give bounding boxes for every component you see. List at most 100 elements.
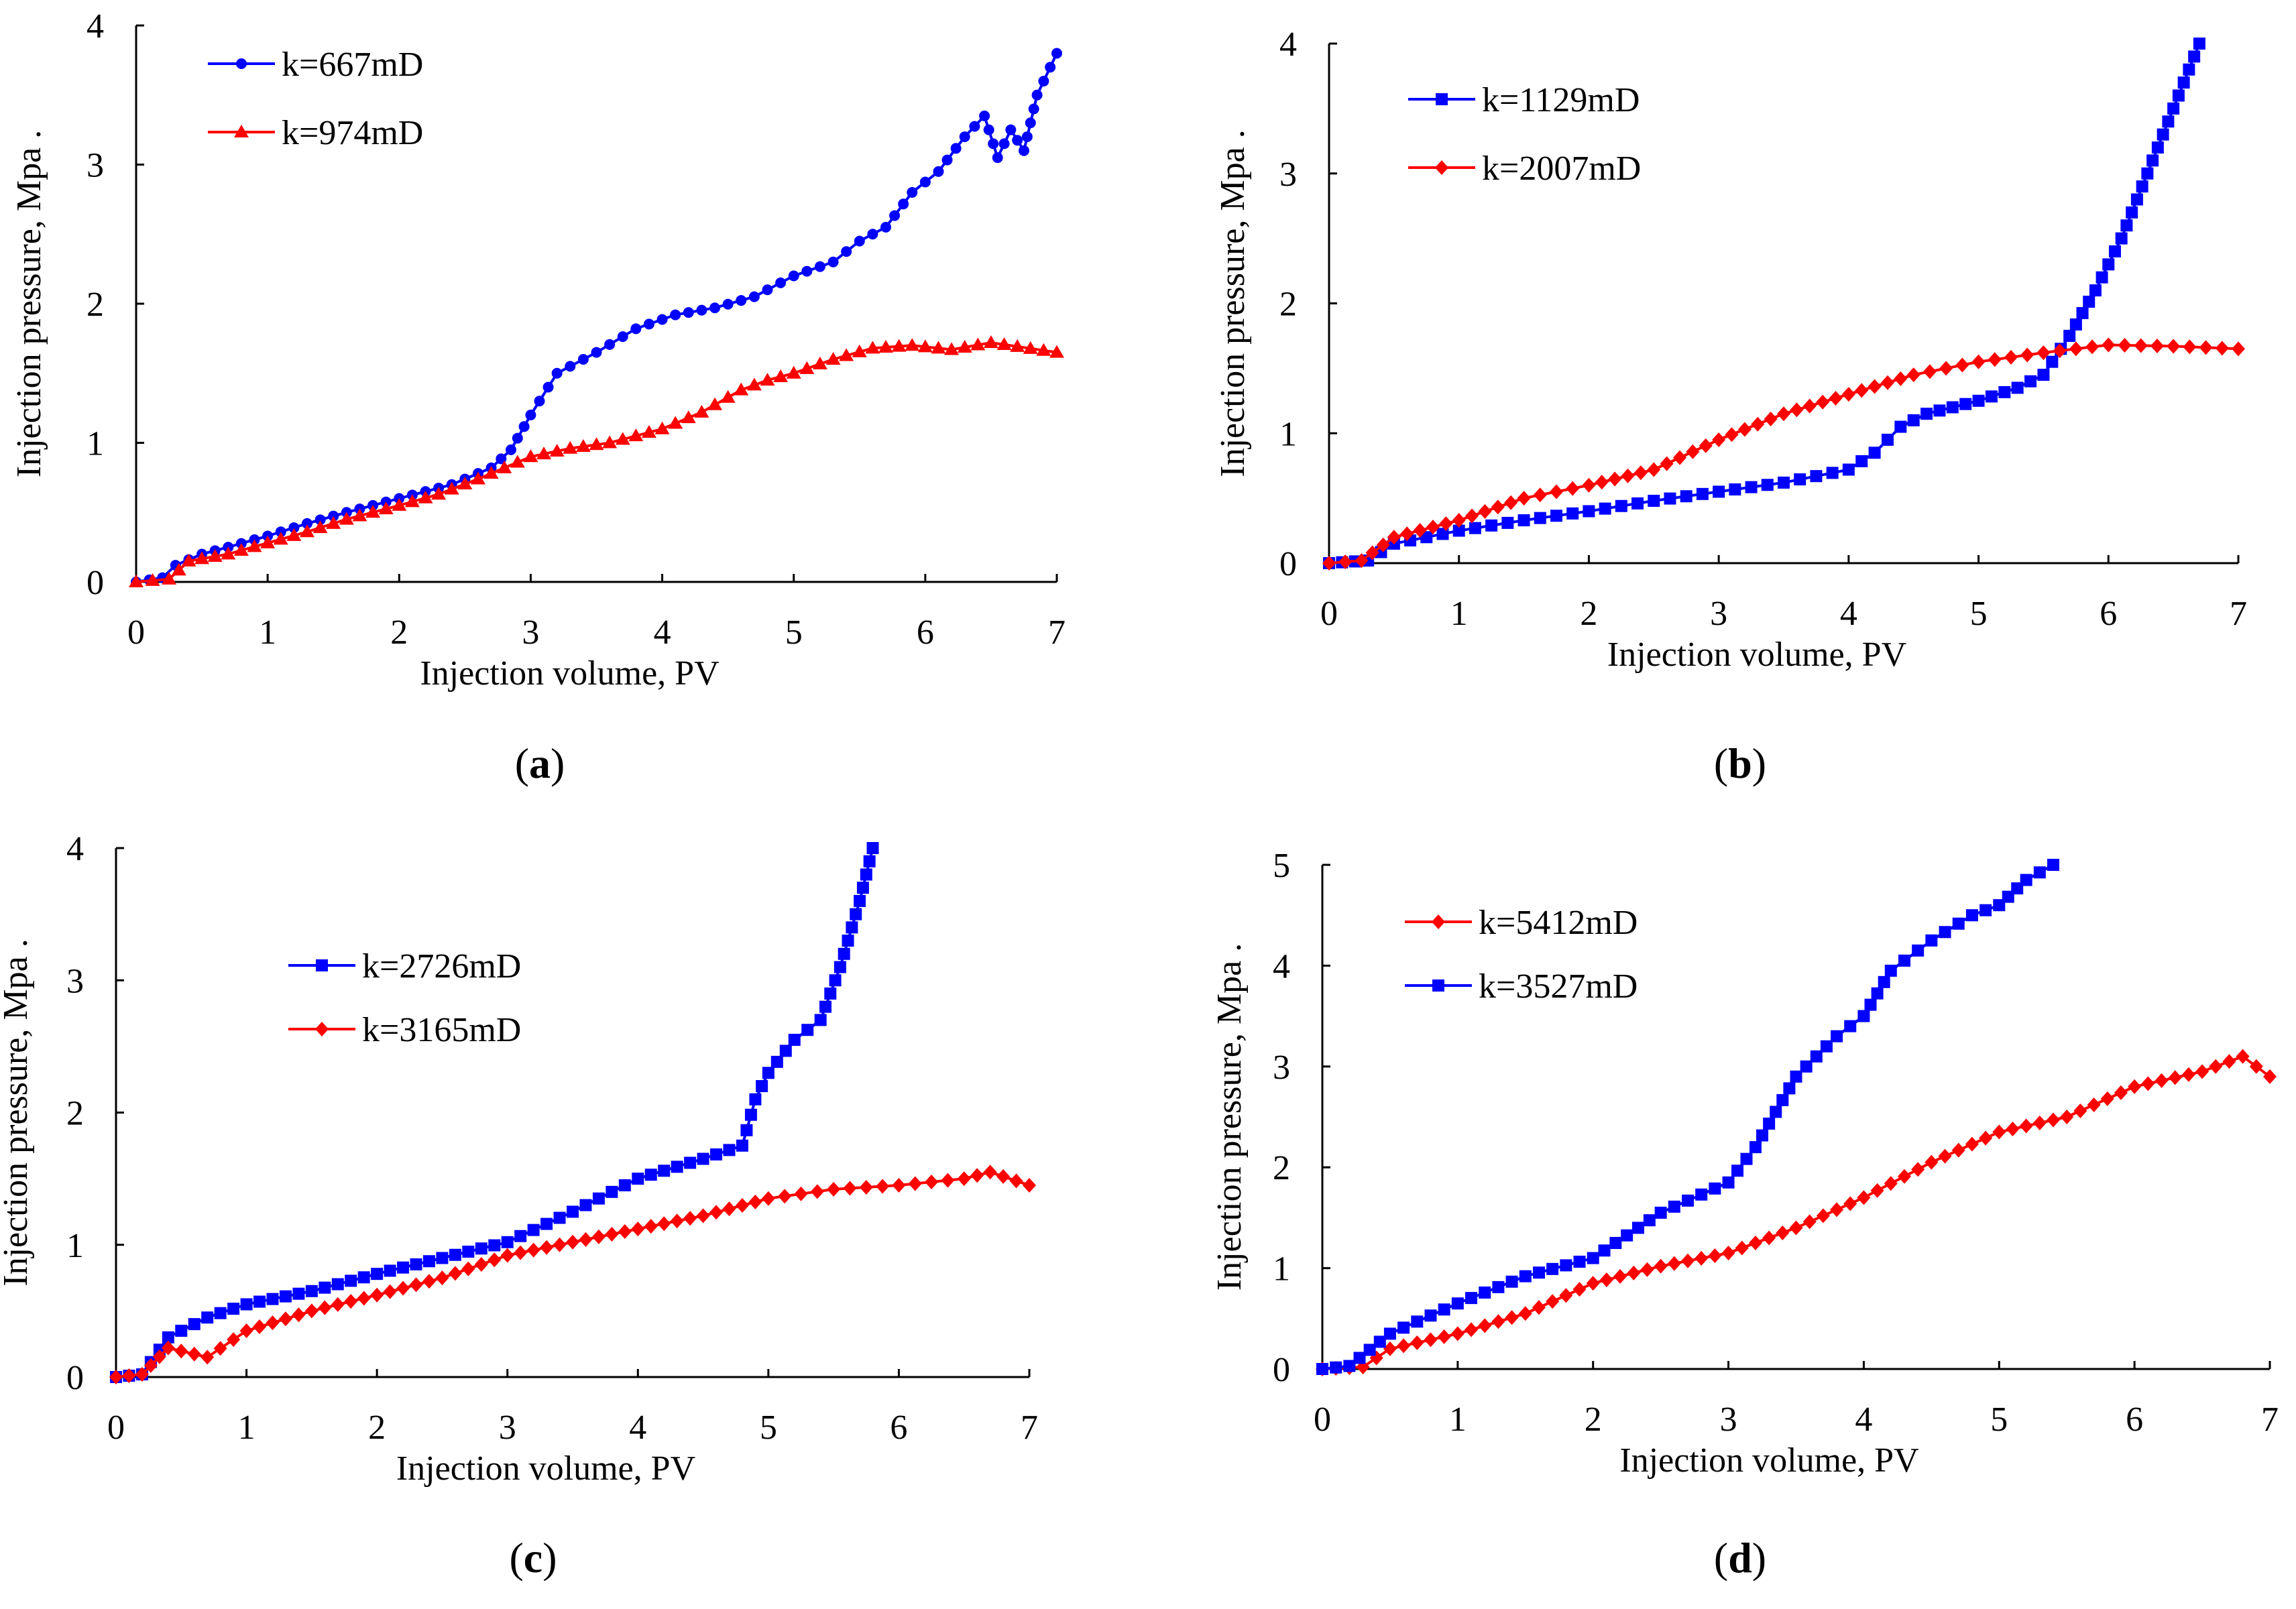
data-point	[326, 516, 341, 529]
legend-marker	[1432, 979, 1444, 992]
data-point	[501, 1236, 514, 1248]
data-point	[1844, 1020, 1857, 1032]
data-point	[536, 446, 552, 460]
data-point	[514, 1230, 527, 1242]
series-k-5412md	[1316, 1049, 2277, 1376]
data-point	[1729, 483, 1741, 496]
data-point	[1965, 909, 1978, 922]
data-point	[1413, 523, 1427, 538]
data-point	[1633, 465, 1648, 481]
data-point	[2085, 339, 2100, 355]
data-point	[1587, 1252, 1599, 1264]
data-point	[1971, 354, 1986, 369]
data-point	[2155, 1073, 2169, 1088]
data-point	[1912, 944, 1925, 957]
data-point	[1485, 519, 1498, 532]
data-point	[181, 553, 196, 567]
data-point	[825, 352, 841, 365]
data-point	[2199, 340, 2213, 355]
data-point	[344, 1294, 358, 1309]
data-point	[1420, 531, 1433, 544]
data-point	[1383, 1341, 1397, 1356]
data-point	[827, 256, 839, 267]
data-point	[1907, 414, 1920, 426]
data-point	[214, 1307, 227, 1319]
data-point	[684, 1156, 697, 1169]
data-point	[1810, 1050, 1823, 1063]
x-axis-label: Injection volume, PV	[420, 654, 719, 693]
data-point	[135, 1367, 149, 1382]
data-point	[378, 501, 394, 515]
data-point	[1550, 484, 1563, 499]
legend-marker	[1436, 93, 1448, 105]
data-point	[109, 1370, 123, 1384]
data-point	[644, 1169, 657, 1181]
data-point	[1517, 514, 1530, 527]
data-point	[1897, 1169, 1911, 1184]
legend-label: k=5412mD	[1479, 904, 1638, 942]
data-point	[735, 1197, 749, 1213]
data-point	[371, 1268, 384, 1280]
data-point	[1881, 433, 1894, 446]
legend-entry: k=1129mD	[1408, 81, 1640, 119]
data-point	[1031, 89, 1043, 101]
data-point	[1922, 364, 1937, 379]
data-point	[2141, 1076, 2155, 1091]
data-point	[2006, 1122, 2020, 1137]
data-point	[898, 198, 909, 210]
y-tick-label: 1	[66, 1227, 84, 1265]
data-point	[996, 1169, 1011, 1184]
data-point	[996, 337, 1012, 351]
data-point	[579, 1199, 592, 1211]
y-tick-label: 1	[87, 425, 104, 463]
data-point	[854, 894, 866, 907]
data-point	[2046, 355, 2059, 368]
x-tick-label: 1	[1449, 1401, 1467, 1439]
data-point	[422, 1255, 435, 1268]
data-point	[2120, 219, 2133, 232]
data-point	[867, 229, 878, 240]
data-point	[2183, 339, 2197, 355]
data-point	[615, 432, 630, 445]
data-point	[328, 510, 339, 522]
data-point	[697, 1152, 709, 1165]
data-point	[1776, 1225, 1790, 1240]
data-point	[819, 1000, 831, 1013]
data-point	[2069, 341, 2083, 357]
series-line	[115, 1171, 1030, 1378]
data-point	[944, 342, 960, 355]
data-point	[1673, 450, 1687, 465]
data-point	[1764, 411, 1778, 426]
data-point	[1005, 124, 1017, 135]
data-point	[1988, 352, 2002, 367]
data-point	[312, 520, 328, 534]
panel-caption: (d)	[1714, 1534, 1766, 1582]
data-point	[1660, 456, 1674, 471]
data-point	[1465, 508, 1479, 524]
data-point	[1826, 467, 1839, 479]
data-point	[2100, 1091, 2114, 1106]
legend-marker	[234, 125, 249, 137]
data-point	[1343, 1360, 1356, 1372]
legend-marker	[315, 1022, 329, 1036]
data-point	[162, 1331, 174, 1344]
data-point	[1586, 1276, 1600, 1291]
y-tick-label: 2	[87, 286, 104, 324]
data-point	[579, 1232, 593, 1247]
panel-caption-letter: b	[1728, 739, 1752, 787]
data-point	[2236, 1049, 2250, 1064]
data-point	[654, 421, 670, 434]
x-tick-label: 0	[1320, 595, 1338, 633]
data-point	[696, 304, 707, 316]
x-tick-label: 3	[1720, 1401, 1737, 1439]
series-k-974md	[129, 335, 1064, 587]
data-point	[2118, 337, 2132, 353]
data-point	[201, 1311, 214, 1324]
data-point	[657, 1216, 671, 1232]
data-point	[1599, 1272, 1613, 1288]
data-point	[292, 1287, 305, 1300]
data-point	[431, 487, 447, 500]
data-point	[1566, 481, 1580, 496]
data-point	[2209, 1059, 2223, 1074]
data-point	[1550, 510, 1562, 522]
